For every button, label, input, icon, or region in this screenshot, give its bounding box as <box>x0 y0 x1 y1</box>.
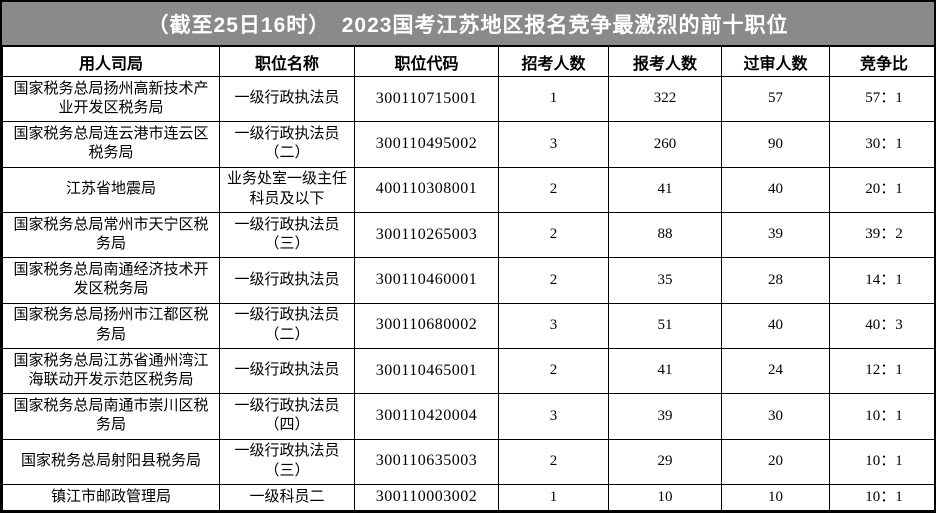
col-header-applicant-count: 报考人数 <box>608 46 722 77</box>
cell-ratio: 30：1 <box>829 121 934 168</box>
cell-recruit-count: 3 <box>498 393 609 440</box>
cell-department: 镇江市邮政管理局 <box>2 483 220 511</box>
cell-ratio: 10：1 <box>829 438 934 485</box>
ranking-table: 用人司局 职位名称 职位代码 招考人数 报考人数 过审人数 竞争比 国家税务总局… <box>2 46 934 511</box>
col-header-approved-count: 过审人数 <box>721 46 830 77</box>
cell-ratio: 20：1 <box>829 166 934 213</box>
cell-position-code: 300110265003 <box>354 211 499 259</box>
cell-ratio: 12：1 <box>829 347 934 395</box>
cell-applicant-count: 322 <box>608 75 722 123</box>
cell-approved-count: 40 <box>721 302 830 349</box>
cell-approved-count: 40 <box>721 166 830 213</box>
cell-applicant-count: 260 <box>608 121 722 168</box>
col-header-department: 用人司局 <box>2 46 220 77</box>
cell-position-code: 300110465001 <box>354 347 499 395</box>
cell-approved-count: 39 <box>721 211 830 259</box>
col-header-recruit-count: 招考人数 <box>498 46 609 77</box>
cell-position-code: 300110680002 <box>354 302 499 349</box>
cell-position-code: 300110635003 <box>354 438 499 485</box>
cell-position-code: 300110715001 <box>354 75 499 123</box>
cell-department: 国家税务总局南通市崇川区税 务局 <box>2 393 220 440</box>
cell-position-title: 一级行政执法员 （三） <box>219 438 355 485</box>
cell-position-title: 一级行政执法员 （二） <box>219 302 355 349</box>
cell-approved-count: 30 <box>721 393 830 440</box>
cell-approved-count: 28 <box>721 257 830 304</box>
cell-position-code: 300110495002 <box>354 121 499 168</box>
header-row: 用人司局 职位名称 职位代码 招考人数 报考人数 过审人数 竞争比 <box>2 46 934 77</box>
cell-approved-count: 10 <box>721 483 830 511</box>
cell-applicant-count: 88 <box>608 211 722 259</box>
cell-position-code: 300110003002 <box>354 483 499 511</box>
cell-recruit-count: 3 <box>498 302 609 349</box>
cell-position-title: 一级行政执法员 <box>219 75 355 123</box>
table-row: 国家税务总局常州市天宁区税 务局 一级行政执法员 （三） 30011026500… <box>2 211 934 259</box>
cell-recruit-count: 2 <box>498 438 609 485</box>
cell-ratio: 40：3 <box>829 302 934 349</box>
table-row: 江苏省地震局 业务处室一级主任 科员及以下 400110308001 2 41 … <box>2 166 934 213</box>
col-header-position-code: 职位代码 <box>354 46 499 77</box>
cell-recruit-count: 2 <box>498 166 609 213</box>
cell-position-title: 一级行政执法员 （二） <box>219 121 355 168</box>
cell-recruit-count: 3 <box>498 121 609 168</box>
cell-applicant-count: 10 <box>608 483 722 511</box>
cell-position-code: 400110308001 <box>354 166 499 213</box>
cell-department: 国家税务总局扬州高新技术产 业开发区税务局 <box>2 75 220 123</box>
col-header-position-title: 职位名称 <box>219 46 355 77</box>
cell-position-title: 一级行政执法员 <box>219 347 355 395</box>
cell-department: 国家税务总局连云港市连云区 税务局 <box>2 121 220 168</box>
table-row: 国家税务总局南通市崇川区税 务局 一级行政执法员 （四） 30011042000… <box>2 393 934 440</box>
table-row: 国家税务总局扬州市江都区税 务局 一级行政执法员 （二） 30011068000… <box>2 302 934 349</box>
cell-position-title: 一级行政执法员 （三） <box>219 211 355 259</box>
cell-approved-count: 20 <box>721 438 830 485</box>
cell-department: 国家税务总局南通经济技术开 发区税务局 <box>2 257 220 304</box>
table-row: 国家税务总局连云港市连云区 税务局 一级行政执法员 （二） 3001104950… <box>2 121 934 168</box>
table-row: 国家税务总局射阳县税务局 一级行政执法员 （三） 300110635003 2 … <box>2 438 934 485</box>
table-title: （截至25日16时） 2023国考江苏地区报名竞争最激烈的前十职位 <box>2 2 934 46</box>
cell-department: 国家税务总局江苏省通州湾江 海联动开发示范区税务局 <box>2 347 220 395</box>
table-row: 国家税务总局南通经济技术开 发区税务局 一级行政执法员 300110460001… <box>2 257 934 304</box>
cell-ratio: 10：1 <box>829 483 934 511</box>
cell-position-title: 一级行政执法员 （四） <box>219 393 355 440</box>
cell-position-title: 一级行政执法员 <box>219 257 355 304</box>
cell-department: 国家税务总局常州市天宁区税 务局 <box>2 211 220 259</box>
table-row: 国家税务总局扬州高新技术产 业开发区税务局 一级行政执法员 3001107150… <box>2 75 934 123</box>
cell-position-code: 300110460001 <box>354 257 499 304</box>
cell-ratio: 10：1 <box>829 393 934 440</box>
cell-approved-count: 90 <box>721 121 830 168</box>
cell-position-title: 一级科员二 <box>219 483 355 511</box>
cell-ratio: 14：1 <box>829 257 934 304</box>
cell-department: 江苏省地震局 <box>2 166 220 213</box>
cell-ratio: 39：2 <box>829 211 934 259</box>
cell-recruit-count: 2 <box>498 257 609 304</box>
cell-department: 国家税务总局射阳县税务局 <box>2 438 220 485</box>
cell-applicant-count: 51 <box>608 302 722 349</box>
cell-recruit-count: 2 <box>498 347 609 395</box>
cell-position-title: 业务处室一级主任 科员及以下 <box>219 166 355 213</box>
cell-applicant-count: 41 <box>608 166 722 213</box>
col-header-ratio: 竞争比 <box>829 46 934 77</box>
table-row: 国家税务总局江苏省通州湾江 海联动开发示范区税务局 一级行政执法员 300110… <box>2 347 934 395</box>
cell-approved-count: 57 <box>721 75 830 123</box>
cell-applicant-count: 35 <box>608 257 722 304</box>
cell-applicant-count: 39 <box>608 393 722 440</box>
table-row: 镇江市邮政管理局 一级科员二 300110003002 1 10 10 10：1 <box>2 483 934 511</box>
cell-applicant-count: 29 <box>608 438 722 485</box>
cell-recruit-count: 1 <box>498 483 609 511</box>
cell-department: 国家税务总局扬州市江都区税 务局 <box>2 302 220 349</box>
cell-applicant-count: 41 <box>608 347 722 395</box>
cell-recruit-count: 2 <box>498 211 609 259</box>
cell-recruit-count: 1 <box>498 75 609 123</box>
cell-ratio: 57：1 <box>829 75 934 123</box>
cell-position-code: 300110420004 <box>354 393 499 440</box>
cell-approved-count: 24 <box>721 347 830 395</box>
